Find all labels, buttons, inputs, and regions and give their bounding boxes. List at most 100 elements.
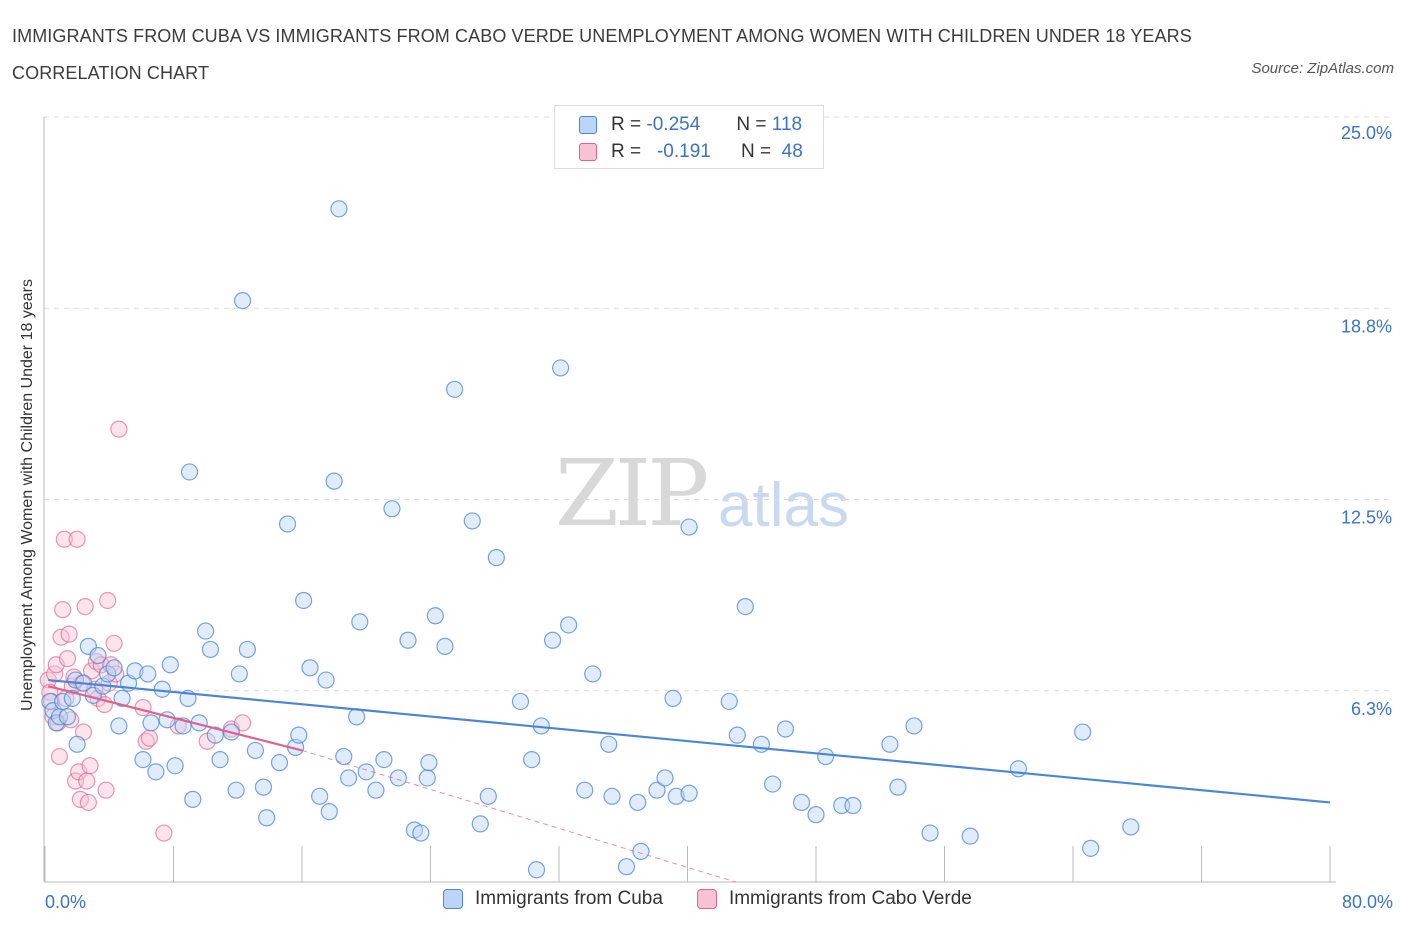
y-tick-label: 25.0% (1341, 123, 1392, 143)
cuba-point (211, 750, 229, 769)
cabo-verde-point (76, 597, 94, 616)
legend-row-cabo: R = -0.191 N = 48 (579, 139, 803, 165)
cuba-point (764, 775, 782, 793)
cuba-point (317, 671, 335, 689)
legend-r-cuba: -0.254 (646, 114, 701, 135)
cuba-point (1122, 818, 1140, 836)
cuba-point (881, 735, 899, 753)
cuba-point (383, 500, 401, 518)
cuba-point (1009, 760, 1027, 778)
legend-row-cuba: R = -0.254 N = 118 (579, 112, 802, 138)
legend-swatch-cabo (579, 143, 597, 161)
cuba-point (330, 200, 348, 218)
cuba-point (552, 359, 570, 377)
cuba-trend-line (48, 678, 1331, 804)
cuba-point (290, 726, 308, 744)
cuba-point (523, 750, 541, 769)
cuba-point (656, 769, 674, 787)
cuba-point (206, 726, 224, 744)
cuba-point (817, 747, 835, 766)
cuba-point (576, 781, 594, 799)
cuba-point (113, 689, 131, 708)
cuba-point (246, 741, 265, 760)
cuba-point (776, 720, 795, 738)
cuba-point (792, 793, 811, 812)
cuba-point (351, 613, 369, 631)
legend-r-label: R = (611, 141, 642, 162)
cuba-point (921, 824, 939, 842)
legend-label-cuba: Immigrants from Cuba (475, 888, 663, 909)
cuba-point (278, 515, 297, 533)
cuba-point (720, 692, 738, 711)
cabo-verde-point (105, 634, 123, 652)
cuba-point (110, 717, 128, 735)
cuba-point (238, 640, 256, 659)
legend-label-cabo: Immigrants from Cabo Verde (728, 888, 972, 909)
legend-swatch-cabo (696, 889, 717, 909)
cuba-point (301, 659, 319, 677)
cabo-verde-trend-line (47, 685, 303, 752)
cuba-point (629, 793, 647, 812)
cuba-point (603, 787, 621, 805)
cuba-point (41, 692, 59, 711)
cuba-point (617, 858, 636, 876)
grid-lines (44, 116, 1390, 692)
cuba-point (889, 778, 907, 796)
cabo-verde-point (102, 656, 120, 674)
cabo-verde-point (55, 530, 73, 548)
cabo-verde-point (97, 781, 115, 799)
cuba-point (139, 665, 157, 683)
y-tick-label: 18.8% (1341, 316, 1392, 336)
cabo-verde-point (110, 420, 128, 438)
trend-lines (47, 678, 1331, 883)
cuba-point (399, 631, 417, 649)
cabo-verde-point (50, 747, 69, 766)
cuba-point (348, 708, 366, 726)
cuba-point (134, 750, 152, 769)
cabo-verde-point (78, 772, 96, 790)
legend-n-label: N = (740, 141, 772, 162)
cuba-point (1082, 839, 1100, 857)
cabo-verde-point (233, 714, 252, 732)
cabo-verde-point (155, 824, 173, 842)
cuba-point (752, 735, 770, 753)
legend-item-cabo: Immigrants from Cabo Verde (696, 888, 972, 910)
cuba-point (680, 518, 698, 536)
cuba-point (153, 680, 171, 698)
cuba-point (295, 591, 313, 610)
axes (43, 117, 1336, 883)
cuba-points (41, 200, 1140, 879)
cuba-point (844, 796, 862, 815)
cuba-point (254, 778, 273, 796)
cuba-point (728, 726, 746, 744)
cuba-point (412, 824, 430, 842)
cuba-point (339, 769, 358, 787)
cuba-point (418, 769, 436, 787)
legend-swatch-cuba (579, 116, 597, 134)
cuba-point (426, 607, 444, 625)
cuba-point (233, 292, 252, 310)
cuba-point (54, 692, 72, 711)
cuba-point (736, 597, 754, 616)
cuba-point (184, 790, 202, 808)
cuba-point (487, 549, 505, 567)
cuba-point (680, 784, 698, 802)
cuba-point (126, 662, 144, 680)
cuba-point (89, 646, 107, 665)
cuba-point (632, 842, 650, 861)
cuba-point (420, 754, 438, 772)
cabo-verde-point (92, 656, 110, 674)
cuba-point (161, 656, 179, 674)
legend-swatch-cuba (443, 889, 463, 909)
cuba-point (471, 815, 489, 833)
tick-labels: 6.3% 12.5% 18.8% 25.0% 0.0% 80.0% (45, 123, 1393, 912)
cuba-point (320, 803, 338, 821)
cuba-point (511, 692, 530, 711)
cuba-point (58, 708, 77, 726)
cuba-point (335, 747, 353, 766)
cuba-point (543, 631, 562, 649)
cuba-point (230, 665, 248, 683)
stats-legend: R = -0.254 N = 118 R = -0.191 N = 48 (554, 105, 824, 169)
cabo-verde-point (68, 530, 86, 548)
